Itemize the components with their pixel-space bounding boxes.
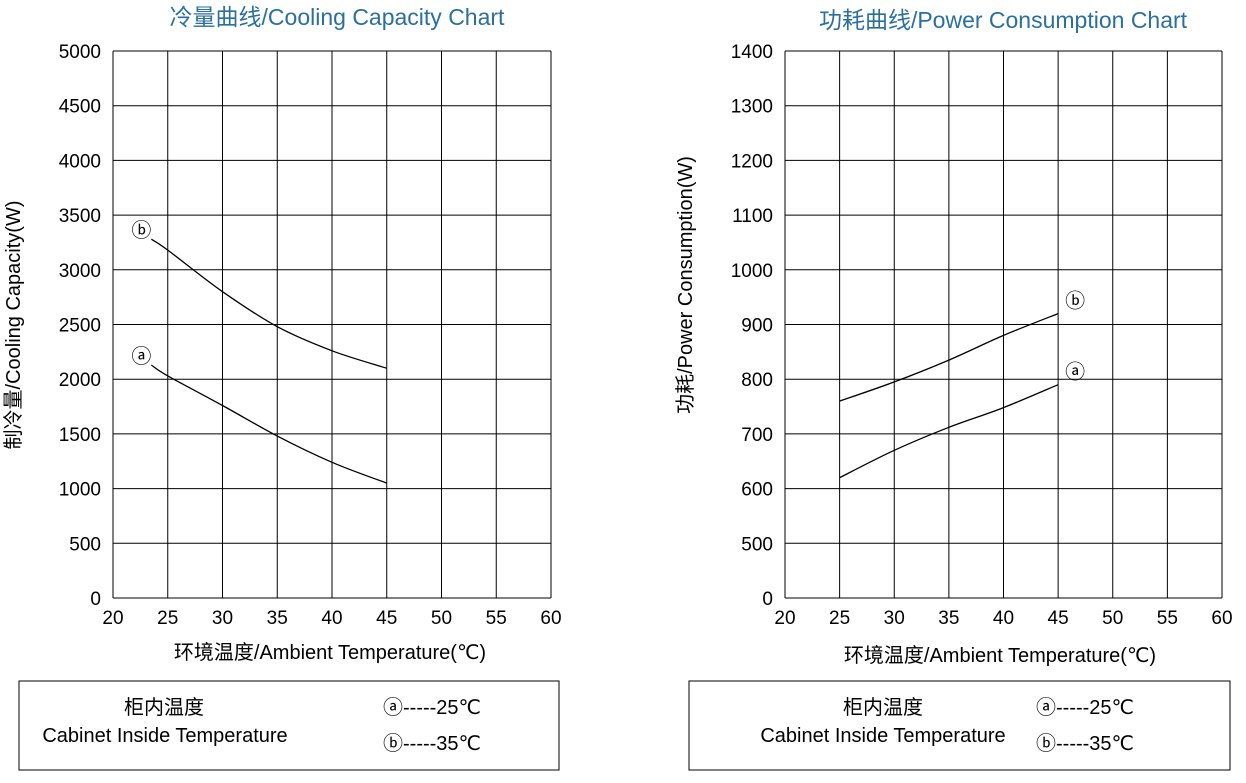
- power-legend: 柜内温度 Cabinet Inside Temperature ⓐ-----25…: [688, 680, 1231, 771]
- power-legend-entry-b: ⓑ-----35℃: [1036, 732, 1134, 755]
- power-y-tick-label: 500: [741, 534, 773, 555]
- cooling-series-marker-label: ⓐ: [131, 345, 151, 368]
- power-y-tick-label: 0: [762, 589, 773, 610]
- cooling-series-line: [150, 364, 388, 484]
- cooling-chart-title: 冷量曲线/Cooling Capacity Chart: [170, 4, 506, 30]
- cooling-series: ⓑⓐ: [131, 219, 388, 484]
- power-legend-title-cn: 柜内温度: [843, 696, 923, 719]
- cooling-grid: [112, 50, 552, 599]
- power-x-tick-label: 35: [938, 608, 959, 629]
- cooling-x-tick-label: 20: [102, 608, 123, 629]
- power-y-axis-label: 功耗/Power Consumption(W): [674, 156, 697, 414]
- power-consumption-chart: 功耗曲线/Power Consumption Chart 20 25 30 35 40 4…: [674, 7, 1233, 771]
- power-x-tick-label: 25: [829, 608, 850, 629]
- power-x-tick-label: 40: [993, 608, 1014, 629]
- cooling-legend-box: [18, 680, 560, 771]
- cooling-y-tick-label: 1500: [59, 425, 101, 446]
- cooling-legend-entry-b: ⓑ-----35℃: [383, 732, 481, 755]
- cooling-legend: 柜内温度 Cabinet Inside Temperature ⓐ-----25…: [18, 680, 560, 771]
- power-series-marker-label: ⓑ: [1065, 290, 1085, 313]
- power-y-tick-label: 1200: [731, 151, 773, 172]
- power-x-tick-label: 30: [884, 608, 905, 629]
- power-x-axis-label: 环境温度/Ambient Temperature(℃): [844, 644, 1156, 667]
- cooling-y-tick-label: 4500: [59, 97, 101, 118]
- power-series-line: [839, 384, 1059, 479]
- power-x-ticks: 20 25 30 35 40 45 50 55 60: [774, 608, 1232, 629]
- cooling-x-tick-label: 35: [267, 608, 288, 629]
- power-grid: [784, 50, 1223, 599]
- cooling-y-tick-label: 2500: [59, 316, 101, 337]
- power-y-tick-label: 1000: [731, 261, 773, 282]
- power-legend-box: [688, 680, 1231, 771]
- power-y-tick-label: 1100: [732, 206, 773, 227]
- power-chart-title: 功耗曲线/Power Consumption Chart: [819, 7, 1188, 33]
- cooling-x-tick-label: 50: [431, 608, 452, 629]
- power-x-tick-label: 55: [1157, 608, 1178, 629]
- cooling-y-tick-label: 500: [69, 534, 101, 555]
- power-x-tick-label: 60: [1211, 608, 1232, 629]
- cooling-y-tick-label: 3000: [59, 261, 101, 282]
- cooling-y-tick-label: 4000: [59, 151, 101, 172]
- cooling-x-tick-label: 55: [486, 608, 507, 629]
- cooling-y-ticks: 0 500 1000 1500 2000 2500 3000 3500 4000 4500 5000: [59, 42, 101, 610]
- cooling-legend-entry-a: ⓐ-----25℃: [383, 696, 481, 719]
- cooling-legend-title-en: Cabinet Inside Temperature: [42, 725, 287, 747]
- cooling-x-tick-label: 25: [157, 608, 178, 629]
- power-x-tick-label: 20: [774, 608, 795, 629]
- cooling-legend-title-cn: 柜内温度: [124, 696, 204, 719]
- cooling-x-tick-label: 45: [376, 608, 397, 629]
- power-x-tick-label: 45: [1048, 608, 1069, 629]
- power-series-line: [839, 312, 1059, 402]
- cooling-y-axis-label: 制冷量/Cooling Capacity(W): [2, 201, 25, 450]
- cooling-y-tick-label: 0: [90, 589, 101, 610]
- power-y-tick-label: 800: [741, 370, 773, 391]
- power-y-tick-label: 600: [741, 480, 773, 501]
- power-series-marker-label: ⓐ: [1065, 361, 1085, 384]
- cooling-series-line: [150, 238, 388, 369]
- cooling-y-tick-label: 2000: [59, 370, 101, 391]
- cooling-x-tick-label: 40: [321, 608, 342, 629]
- cooling-y-tick-label: 5000: [59, 42, 101, 63]
- cooling-x-tick-label: 30: [212, 608, 233, 629]
- power-y-ticks: 0 500 600 700 800 900 1000 1100 1200 1300 1400: [731, 42, 773, 610]
- power-y-tick-label: 1400: [731, 42, 773, 63]
- cooling-x-ticks: 20 25 30 35 40 45 50 55 60: [102, 608, 561, 629]
- cooling-capacity-chart: 冷量曲线/Cooling Capacity Chart 20 25 30 35 40 45…: [2, 4, 562, 771]
- power-legend-title-en: Cabinet Inside Temperature: [760, 725, 1005, 747]
- power-x-tick-label: 50: [1102, 608, 1123, 629]
- power-y-tick-label: 1300: [731, 97, 773, 118]
- power-y-tick-label: 900: [741, 316, 773, 337]
- cooling-y-tick-label: 3500: [59, 206, 101, 227]
- cooling-x-axis-label: 环境温度/Ambient Temperature(℃): [174, 641, 486, 664]
- power-series: ⓑⓐ: [839, 290, 1085, 479]
- cooling-series-marker-label: ⓑ: [131, 219, 151, 242]
- power-y-tick-label: 700: [741, 425, 773, 446]
- cooling-y-tick-label: 1000: [59, 480, 101, 501]
- cooling-x-tick-label: 60: [540, 608, 561, 629]
- power-legend-entry-a: ⓐ-----25℃: [1036, 696, 1134, 719]
